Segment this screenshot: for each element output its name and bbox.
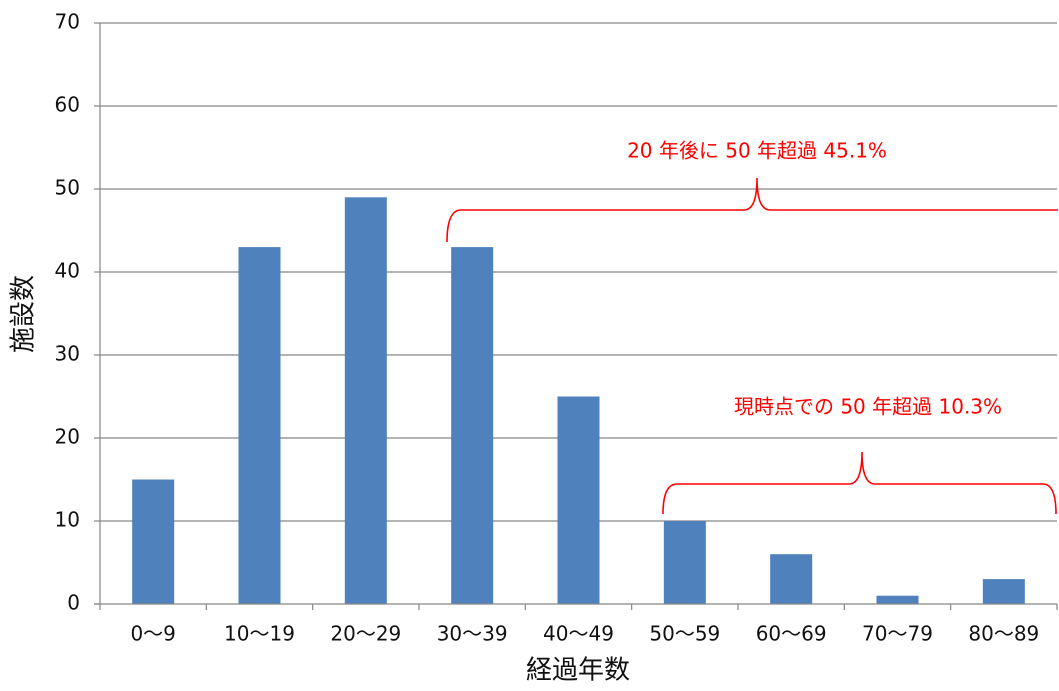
x-tick-label: 60〜69	[756, 622, 827, 646]
annotation-20-years-text: 20 年後に 50 年超過 45.1%	[627, 139, 887, 163]
annotation-current: 現時点での 50 年超過 10.3%	[662, 395, 1057, 515]
bar-5	[557, 396, 600, 604]
y-tick-label: 50	[55, 176, 80, 200]
y-tick-label: 10	[55, 508, 80, 532]
bar-6	[663, 521, 706, 604]
bar-1	[132, 479, 175, 604]
bar-7	[770, 554, 813, 604]
x-tick-label: 0〜9	[130, 622, 175, 646]
y-tick-label: 70	[55, 10, 80, 34]
x-tick-labels: 0〜9 10〜19 20〜29 30〜39 40〜49 50〜59 60〜69 70〜79 80…	[130, 622, 1039, 646]
y-tick-labels: 0 10 20 30 40 50 60 70	[55, 10, 80, 615]
bar-3	[344, 197, 387, 605]
y-tick-label: 60	[55, 93, 80, 117]
axes	[94, 23, 1057, 605]
x-tick-label: 20〜29	[330, 622, 401, 646]
x-tick-label: 10〜19	[224, 622, 295, 646]
y-tick-label: 30	[55, 342, 80, 366]
y-axis-title: 施設数	[9, 275, 39, 353]
y-tick-label: 40	[55, 259, 80, 283]
x-tick-label: 70〜79	[862, 622, 933, 646]
bars	[132, 197, 1025, 605]
x-tick-label: 30〜39	[437, 622, 508, 646]
annotation-current-brace	[662, 451, 1057, 515]
x-axis-title: 経過年数	[526, 656, 630, 686]
annotation-current-text: 現時点での 50 年超過 10.3%	[734, 395, 1002, 419]
bar-9	[982, 579, 1025, 604]
x-tick-label: 80〜89	[968, 622, 1039, 646]
bar-8	[876, 595, 919, 604]
annotation-20-years: 20 年後に 50 年超過 45.1%	[446, 139, 1058, 243]
x-tick-label: 50〜59	[649, 622, 720, 646]
y-tick-label: 20	[55, 425, 80, 449]
x-tick-label: 40〜49	[543, 622, 614, 646]
bar-4	[451, 247, 494, 604]
annotation-20-years-brace	[446, 177, 1058, 243]
y-tick-label: 0	[67, 591, 80, 615]
bar-2	[238, 247, 281, 604]
